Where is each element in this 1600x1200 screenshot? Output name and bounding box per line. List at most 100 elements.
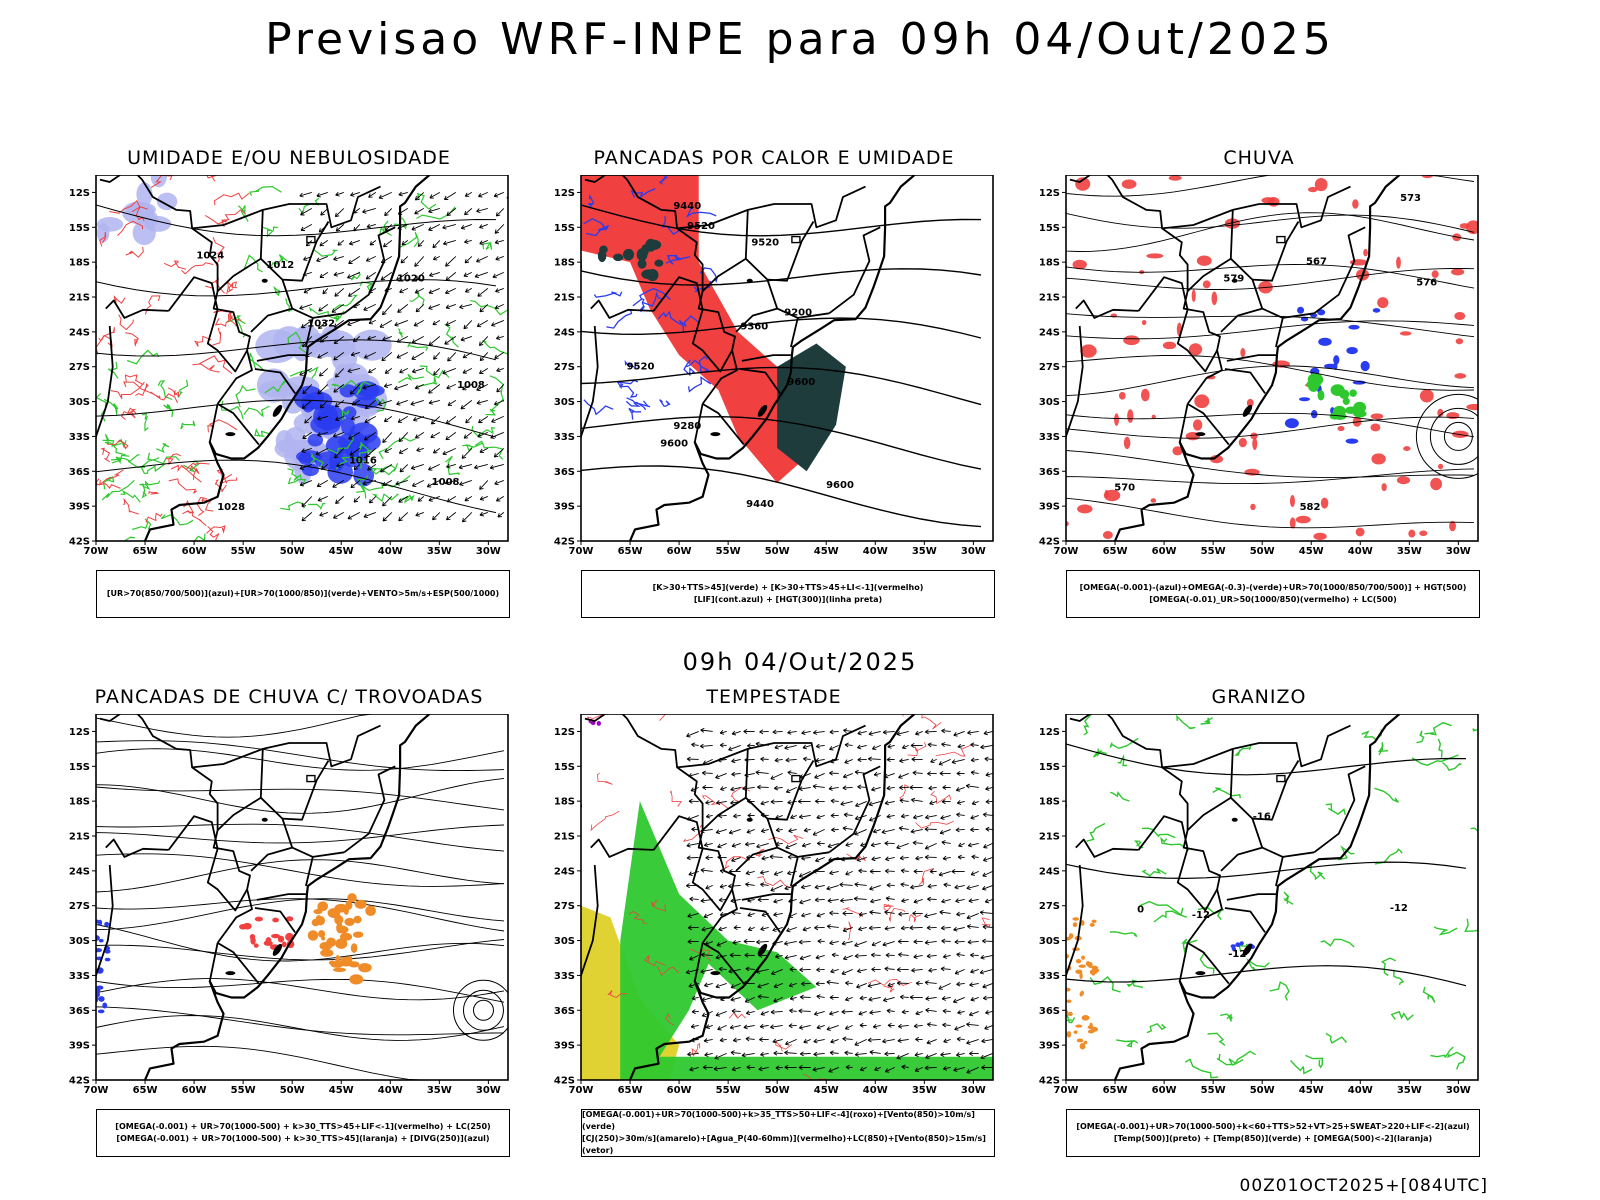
wind-vector bbox=[900, 868, 909, 874]
wind-vector bbox=[924, 729, 937, 735]
wind-vector bbox=[966, 1022, 979, 1027]
red-rain-patch bbox=[1210, 454, 1224, 464]
wind-vector bbox=[747, 912, 755, 918]
wind-vector bbox=[854, 953, 867, 959]
green-contour bbox=[243, 254, 263, 273]
wind-vector bbox=[400, 256, 409, 264]
border-line bbox=[217, 942, 260, 985]
lon-tick-label: 40W bbox=[378, 1085, 403, 1096]
wind-vector bbox=[929, 800, 937, 806]
wind-vector bbox=[981, 1038, 993, 1044]
wind-vector bbox=[844, 1050, 853, 1056]
blue-omega-patch bbox=[1360, 360, 1370, 372]
teal-patch bbox=[622, 248, 635, 261]
lon-tick-label: 35W bbox=[912, 546, 937, 557]
wind-vector bbox=[788, 1023, 797, 1029]
wind-vector bbox=[899, 798, 909, 804]
orange-instability-patch bbox=[352, 931, 364, 938]
red-rain-patch bbox=[1252, 437, 1258, 451]
panel-title: UMIDADE E/OU NEBULOSIDADE bbox=[127, 147, 451, 169]
wind-vector bbox=[719, 729, 727, 735]
wind-vector bbox=[494, 224, 505, 234]
pressure-contour bbox=[96, 459, 497, 514]
green-contour bbox=[513, 229, 524, 238]
wind-vector bbox=[333, 512, 345, 519]
green-contour bbox=[394, 217, 407, 230]
wind-vector bbox=[494, 303, 504, 310]
streamline bbox=[1066, 209, 1475, 233]
wind-vector bbox=[925, 996, 937, 1001]
wind-vector bbox=[871, 856, 881, 862]
wind-vector bbox=[843, 728, 853, 734]
wind-vector bbox=[442, 367, 456, 375]
precipitable-water-line bbox=[590, 810, 620, 832]
wind-vector bbox=[495, 255, 504, 261]
green-contour bbox=[356, 449, 374, 469]
wind-vector bbox=[447, 352, 457, 362]
wind-vector bbox=[829, 1010, 839, 1016]
wind-vector bbox=[514, 256, 520, 261]
red-rain-patch bbox=[1430, 477, 1442, 491]
border-line bbox=[1182, 291, 1223, 405]
wind-vector bbox=[700, 968, 713, 974]
green-contour bbox=[141, 412, 149, 432]
wind-vector bbox=[868, 800, 881, 807]
wind-vector bbox=[322, 288, 329, 295]
green-contour bbox=[264, 378, 287, 394]
green-contour bbox=[371, 464, 397, 475]
wind-vector bbox=[496, 384, 505, 393]
lon-tick-label: 55W bbox=[1201, 546, 1226, 557]
wind-vector bbox=[347, 288, 361, 297]
wind-vector bbox=[730, 1050, 741, 1056]
wind-vector bbox=[687, 925, 699, 931]
lat-tick-label: 12S bbox=[554, 727, 575, 738]
federal-district bbox=[306, 235, 316, 244]
lat-tick-label: 42S bbox=[1039, 537, 1060, 548]
wind-vector bbox=[952, 996, 965, 1004]
wind-vector bbox=[985, 799, 993, 805]
wind-vector bbox=[898, 911, 909, 917]
lon-tick-label: 65W bbox=[1103, 1085, 1128, 1096]
wind-vector bbox=[788, 828, 797, 834]
wind-vector bbox=[829, 1050, 839, 1056]
wind-vector bbox=[700, 727, 713, 733]
wind-vector bbox=[970, 757, 979, 763]
wind-vector bbox=[705, 855, 713, 861]
wind-vector bbox=[815, 757, 825, 763]
wind-vector bbox=[461, 448, 473, 459]
contour-label: 573 bbox=[1400, 193, 1421, 204]
streamline bbox=[96, 1006, 505, 1036]
blue-omega-patch bbox=[1346, 346, 1358, 355]
wind-vector bbox=[994, 1010, 1007, 1014]
wind-vector bbox=[842, 910, 853, 916]
wind-vector bbox=[319, 272, 329, 278]
wind-vector bbox=[458, 463, 472, 470]
red-thickness-line bbox=[212, 327, 222, 346]
wind-vector bbox=[887, 743, 895, 749]
precipitable-water-line bbox=[935, 744, 972, 757]
wind-vector bbox=[913, 869, 923, 874]
red-rain-patch bbox=[1123, 436, 1131, 450]
red-rain-patch bbox=[1140, 388, 1150, 402]
vortex-ring bbox=[1429, 407, 1478, 465]
green-contour bbox=[180, 420, 196, 430]
omega500-patch bbox=[1075, 1024, 1083, 1028]
wind-vector bbox=[955, 1052, 965, 1058]
legend-line: [OMEGA(-0.001)-(azul)+OMEGA(-0.3)-(verde… bbox=[1079, 583, 1467, 592]
wind-vector bbox=[506, 450, 508, 453]
omega500-patch bbox=[1083, 1040, 1088, 1045]
wind-vector bbox=[870, 898, 881, 904]
lon-tick-label: 50W bbox=[1250, 1085, 1275, 1096]
wind-vector bbox=[938, 758, 951, 766]
wind-vector bbox=[798, 786, 811, 792]
wind-vector bbox=[900, 882, 909, 888]
wind-vector bbox=[773, 996, 783, 1003]
temp850-contour bbox=[1361, 729, 1383, 741]
wind-vector bbox=[829, 729, 839, 735]
wind-vector bbox=[362, 207, 376, 214]
lon-tick-label: 50W bbox=[765, 1085, 790, 1096]
border-line bbox=[581, 325, 599, 443]
wind-vector bbox=[857, 730, 867, 736]
border-line bbox=[1275, 317, 1284, 348]
